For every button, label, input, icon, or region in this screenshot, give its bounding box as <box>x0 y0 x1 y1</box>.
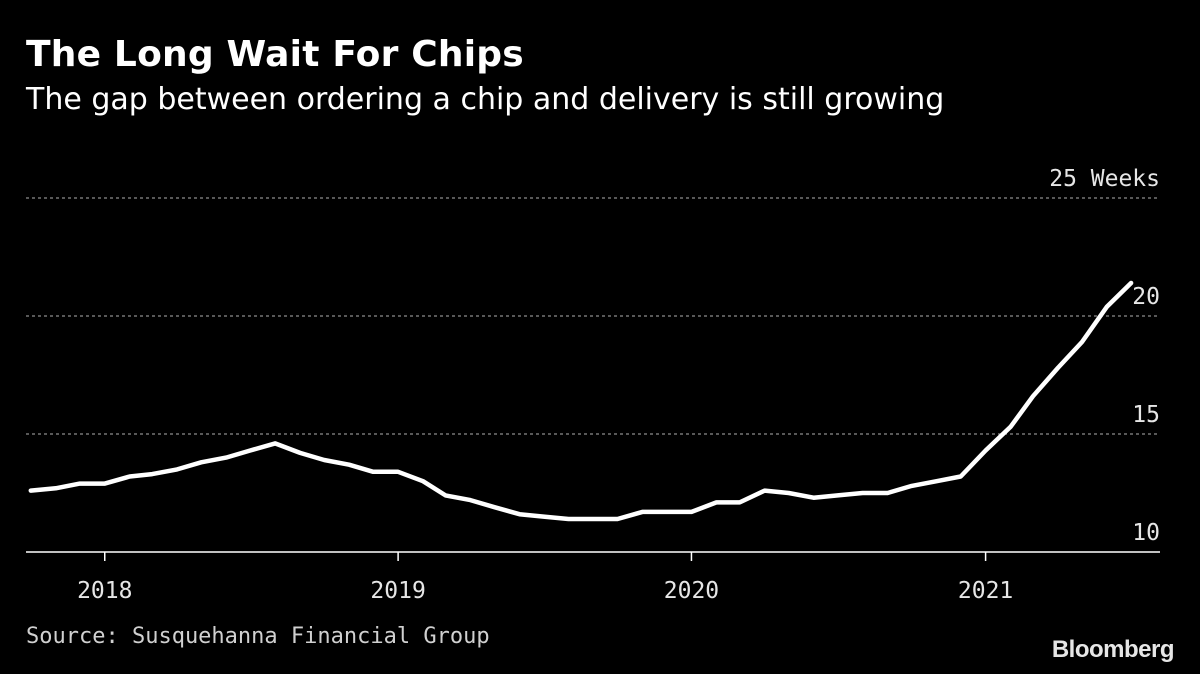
data-point-2021-04 <box>1057 367 1059 369</box>
data-point-2018-03 <box>151 473 153 475</box>
data-point-2019-02 <box>422 480 424 482</box>
x-tick-label-2020: 2020 <box>664 578 719 604</box>
x-tick-label-2018: 2018 <box>77 578 132 604</box>
x-axis: 2018 2019 2020 2021 <box>77 552 1013 604</box>
data-point-2019-05 <box>494 506 495 508</box>
data-point-2017-11 <box>55 487 57 489</box>
data-point-2021-01 <box>985 450 987 451</box>
data-point-2018-05 <box>200 461 202 463</box>
data-point-2020-12 <box>960 476 962 477</box>
data-point-2021-06 <box>1106 306 1108 308</box>
data-point-2017-10 <box>30 490 32 492</box>
y-axis-tick-labels: 10 15 20 25 Weeks <box>1049 166 1160 546</box>
data-point-2019-07 <box>543 516 545 518</box>
data-point-2021-03 <box>1032 395 1034 397</box>
source-note: Source: Susquehanna Financial Group <box>26 624 490 649</box>
data-point-2019-12 <box>666 511 667 513</box>
data-point-2019-10 <box>617 518 618 520</box>
data-point-2018-01 <box>104 483 106 485</box>
data-point-2019-01 <box>397 471 399 473</box>
data-point-2018-02 <box>129 476 131 477</box>
data-point-2020-08 <box>862 492 864 494</box>
x-tick-label-2019: 2019 <box>370 578 425 604</box>
data-point-2019-08 <box>568 518 569 520</box>
grid-lines <box>26 197 1160 553</box>
data-point-2019-06 <box>519 513 520 515</box>
y-tick-label-10: 10 <box>1132 520 1160 546</box>
data-point-2019-03 <box>445 494 446 496</box>
data-point-2020-10 <box>911 485 913 487</box>
data-point-2021-05 <box>1081 341 1083 343</box>
data-point-2018-06 <box>225 457 227 459</box>
data-point-2018-11 <box>348 464 350 466</box>
data-point-2020-04 <box>764 490 766 492</box>
data-point-2020-07 <box>837 494 839 496</box>
data-point-2021-07 <box>1130 282 1132 284</box>
data-point-2018-04 <box>176 468 178 470</box>
data-point-2020-11 <box>936 480 938 482</box>
y-tick-label-25: 25 Weeks <box>1049 166 1160 192</box>
data-point-2018-07 <box>249 450 251 451</box>
data-point-2020-06 <box>813 497 815 499</box>
data-point-2018-08 <box>274 442 276 444</box>
data-point-2019-11 <box>641 511 643 513</box>
data-point-2017-12 <box>79 483 81 485</box>
data-point-2020-02 <box>715 501 717 503</box>
data-point-2018-09 <box>299 452 301 454</box>
data-point-2020-03 <box>739 501 741 503</box>
data-point-2018-12 <box>372 471 374 473</box>
series-group <box>28 280 1134 522</box>
y-tick-label-20: 20 <box>1132 284 1160 310</box>
data-point-2019-04 <box>469 499 471 501</box>
data-point-2019-09 <box>592 518 594 520</box>
data-point-2018-10 <box>323 459 325 461</box>
series-line <box>28 280 1134 522</box>
data-point-2020-01 <box>691 511 692 513</box>
y-tick-label-15: 15 <box>1132 402 1160 428</box>
x-tick-label-2021: 2021 <box>958 578 1013 604</box>
bloomberg-logo: Bloomberg <box>1051 636 1175 663</box>
data-point-2020-05 <box>788 492 790 494</box>
data-point-2020-09 <box>887 492 889 494</box>
chart-title: The Long Wait For Chips <box>26 34 524 75</box>
data-point-2021-02 <box>1010 426 1011 428</box>
chart-subtitle: The gap between ordering a chip and deli… <box>26 82 945 117</box>
